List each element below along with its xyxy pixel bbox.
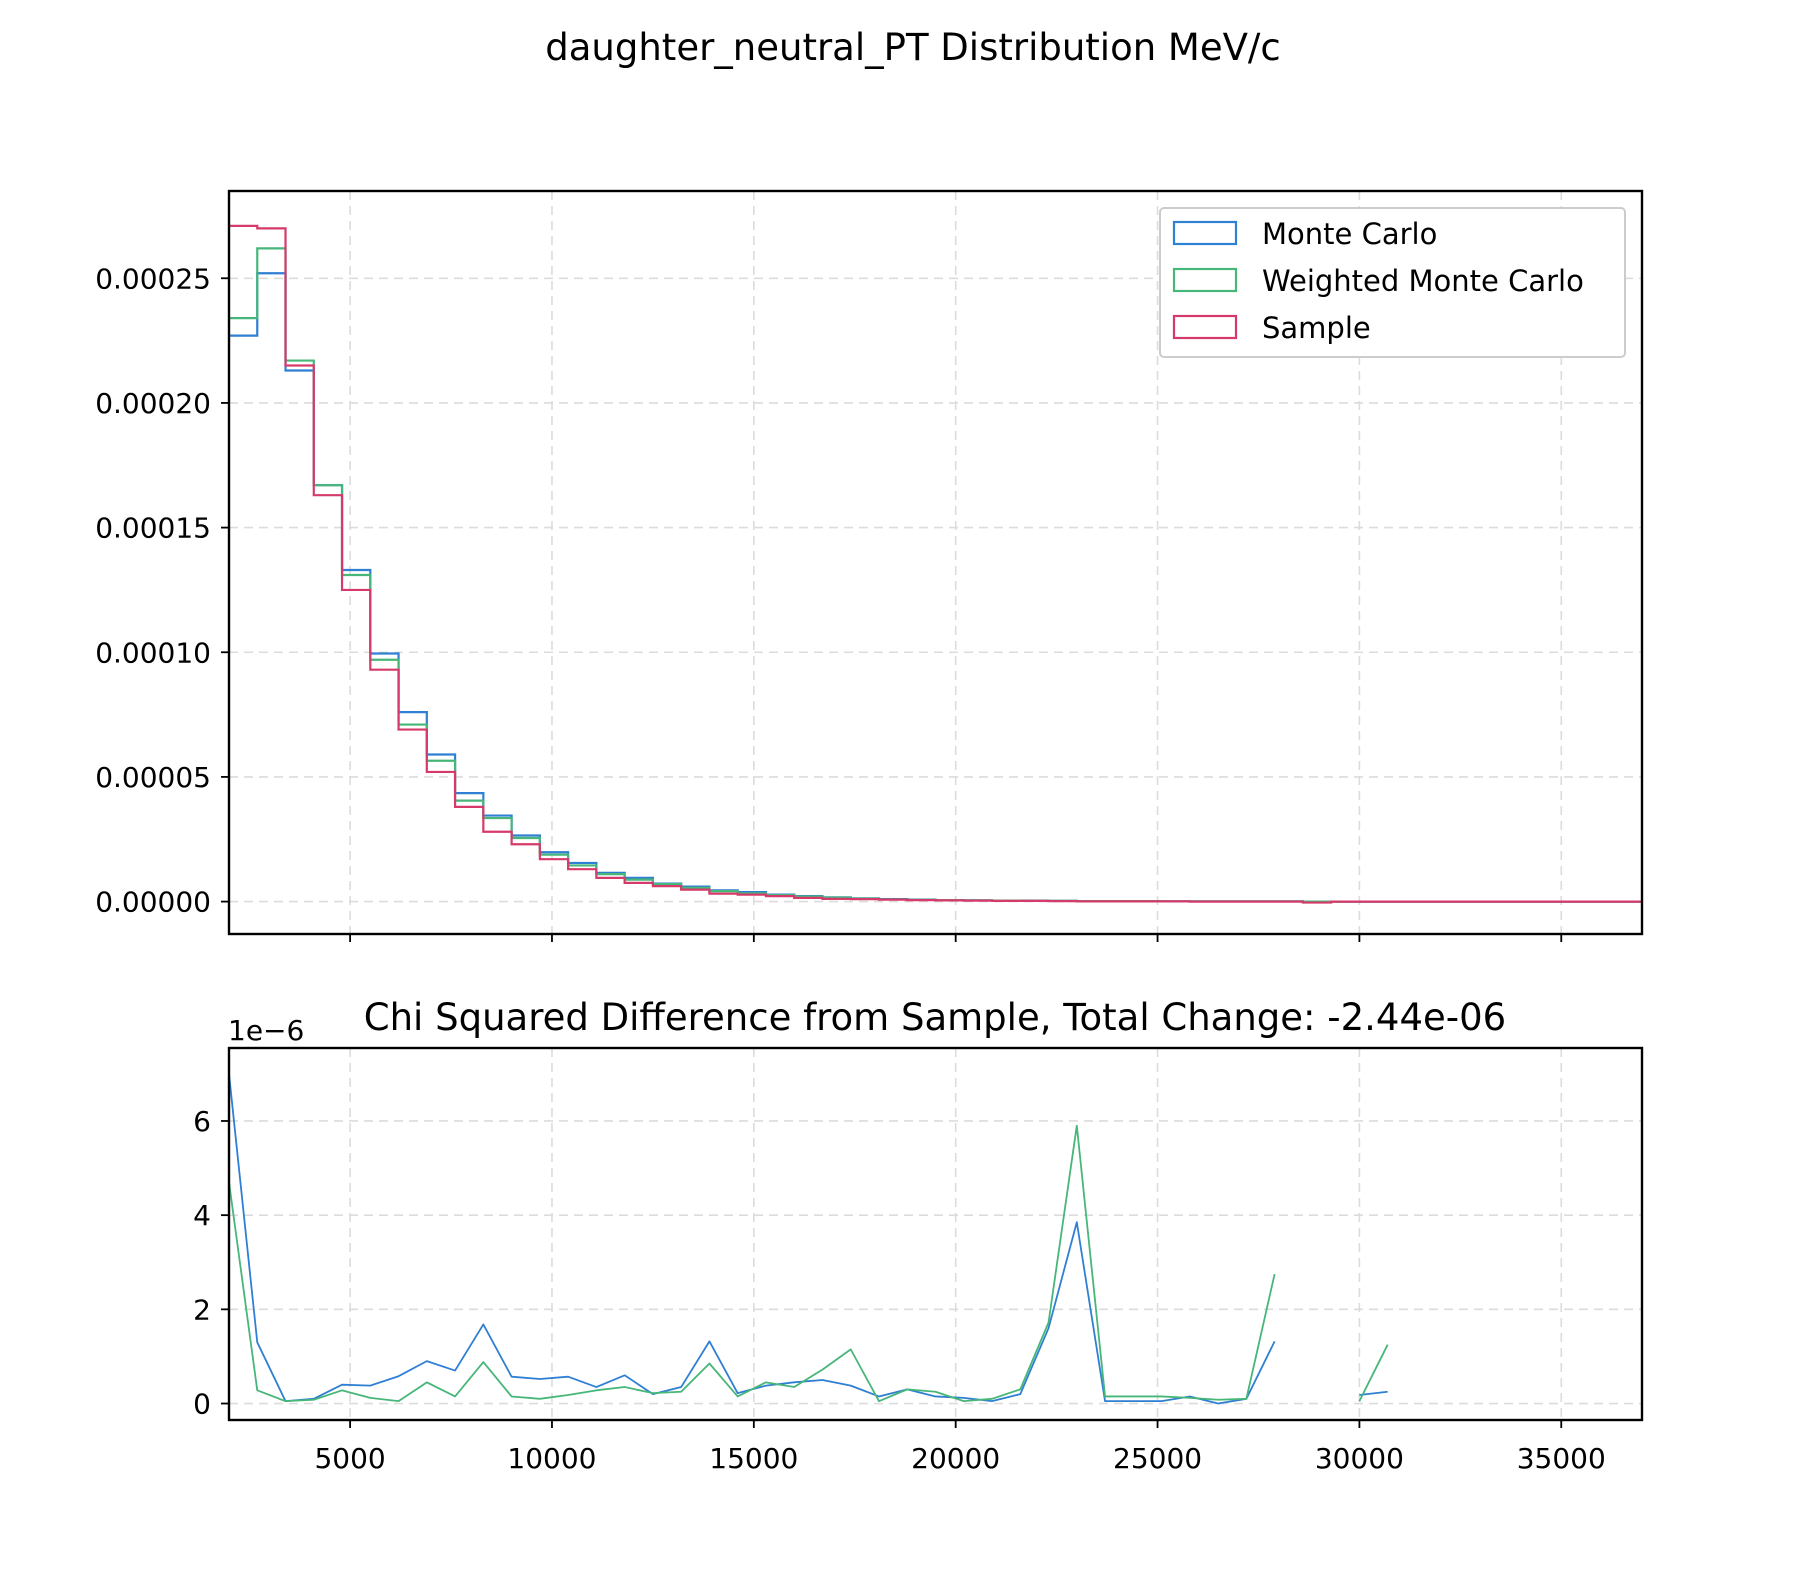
legend-swatch-monte-carlo [1172, 220, 1238, 246]
figure-title: daughter_neutral_PT Distribution MeV/c [545, 26, 1280, 69]
legend-box [1159, 207, 1626, 358]
chi-line-monte-carlo [228, 1073, 1388, 1405]
top-y-tick-label: 0.00015 [95, 512, 211, 545]
bottom-x-tick-label: 5000 [314, 1442, 385, 1475]
chi-squared-series [228, 1073, 1389, 1405]
bottom-axes-frame [227, 1046, 1644, 1422]
bottom-y-tick-label: 6 [193, 1105, 211, 1138]
histogram-sample [229, 224, 1642, 904]
bottom-x-tick-label: 15000 [709, 1442, 798, 1475]
legend-entry-weighted-monte-carlo: Weighted Monte Carlo [1172, 264, 1584, 298]
bottom-x-tick-label: 25000 [1113, 1442, 1202, 1475]
histogram-panel: 0.00000 0.00005 0.00010 0.00015 0.00020 0.000… [95, 189, 1644, 942]
y-offset-label: 1e−6 [228, 1014, 304, 1047]
top-y-tick-label: 0.00025 [95, 262, 211, 295]
histogram-series [229, 224, 1642, 904]
legend-entry-sample: Sample [1172, 311, 1371, 345]
bottom-y-tick-label: 2 [193, 1293, 211, 1326]
legend-entry-monte-carlo: Monte Carlo [1172, 217, 1437, 251]
chi-line-weighted-monte-carlo [228, 1124, 1389, 1403]
legend-label-sample: Sample [1262, 311, 1371, 345]
top-y-tick-label: 0.00010 [95, 636, 211, 669]
bottom-x-tick-label: 30000 [1315, 1442, 1404, 1475]
legend-label-monte-carlo: Monte Carlo [1262, 217, 1437, 251]
legend-label-weighted-monte-carlo: Weighted Monte Carlo [1262, 264, 1584, 298]
chi-squared-title: Chi Squared Difference from Sample, Tota… [364, 996, 1506, 1039]
top-y-tick-label: 0.00005 [95, 761, 211, 794]
legend-swatch-sample [1172, 314, 1238, 340]
bottom-y-axis: 0 2 4 6 [193, 1105, 229, 1421]
bottom-x-tick-label: 20000 [911, 1442, 1000, 1475]
histogram-monte-carlo [229, 272, 1642, 903]
chi-squared-panel: Chi Squared Difference from Sample, Tota… [193, 996, 1644, 1475]
top-y-tick-label: 0.00000 [95, 886, 211, 919]
bottom-y-tick-label: 4 [193, 1199, 211, 1232]
bottom-grid [229, 1048, 1642, 1420]
bottom-x-tick-label: 35000 [1517, 1442, 1606, 1475]
top-x-axis [349, 934, 1563, 942]
bottom-x-tick-label: 10000 [507, 1442, 596, 1475]
top-axes-frame [227, 189, 1644, 936]
bottom-y-tick-label: 0 [193, 1388, 211, 1421]
top-y-axis: 0.00000 0.00005 0.00010 0.00015 0.00020 0.000… [95, 262, 229, 919]
legend: Monte Carlo Weighted Monte Carlo Sample [1159, 207, 1626, 358]
top-y-tick-label: 0.00020 [95, 387, 211, 420]
bottom-x-axis: 5000 10000 15000 20000 25000 30000 35000 [314, 1420, 1606, 1475]
legend-swatch-weighted-monte-carlo [1172, 267, 1238, 293]
